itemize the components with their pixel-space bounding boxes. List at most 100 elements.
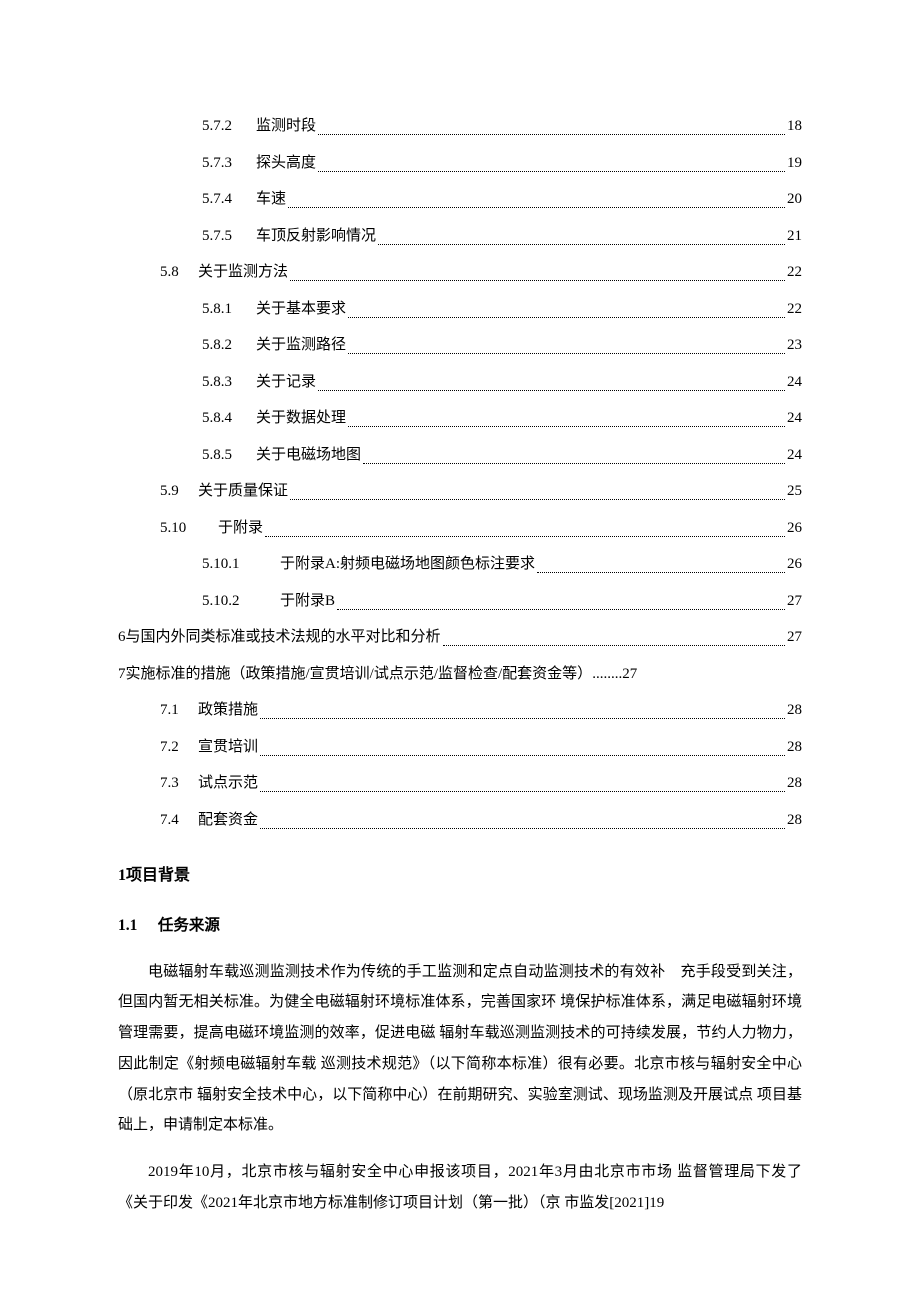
toc-title: 监测时段	[256, 118, 316, 134]
toc-title: 于附录	[218, 520, 263, 536]
toc-number: 5.8.5	[202, 439, 256, 472]
toc-title: 于附录B	[280, 593, 335, 609]
toc-entry: 5.10.2于附录B27	[118, 585, 802, 618]
toc-entry: 5.8关于监测方法 22	[118, 256, 802, 289]
toc-entry: 5.7.5车顶反射影响情况 21	[118, 220, 802, 253]
toc-page: 18	[787, 110, 802, 143]
toc-number: 5.8.2	[202, 329, 256, 362]
toc-entry: 7.4配套资金 28	[118, 804, 802, 837]
toc-leader-dots	[260, 791, 785, 792]
toc-page: 28	[787, 731, 802, 764]
toc-leader-dots	[260, 718, 785, 719]
toc-title: 配套资金	[198, 812, 258, 828]
toc-label: 5.8.4关于数据处理	[202, 402, 346, 435]
toc-label: 5.8关于监测方法	[160, 256, 288, 289]
toc-number: 7.2	[160, 731, 198, 764]
toc-page: 28	[787, 694, 802, 727]
toc-entry: 5.9关于质量保证 25	[118, 475, 802, 508]
toc-leader-dots	[363, 463, 785, 464]
toc-title: 关于监测方法	[198, 264, 288, 280]
toc-entry: 7.1政策措施 28	[118, 694, 802, 727]
toc-leader-dots	[537, 572, 785, 573]
toc-page: 22	[787, 256, 802, 289]
toc-leader-dots	[290, 499, 785, 500]
toc-number: 7.1	[160, 694, 198, 727]
toc-container: 5.7.2监测时段185.7.3探头高度195.7.4车速205.7.5车顶反射…	[118, 110, 802, 837]
heading-2-title: 任务来源	[158, 917, 220, 934]
toc-label: 5.7.5车顶反射影响情况	[202, 220, 376, 253]
toc-page: 21	[787, 220, 802, 253]
heading-1: 1项目背景	[118, 861, 802, 885]
toc-leader-dots	[290, 280, 785, 281]
toc-title: 政策措施	[198, 702, 258, 718]
toc-entry: 7.3试点示范28	[118, 767, 802, 800]
toc-leader-dots	[443, 645, 785, 646]
toc-title: 关于数据处理	[256, 410, 346, 426]
toc-entry: 5.8.5关于电磁场地图 24	[118, 439, 802, 472]
toc-label: 5.9关于质量保证	[160, 475, 288, 508]
toc-label: 7.4配套资金	[160, 804, 258, 837]
toc-entry: 5.8.3关于记录 24	[118, 366, 802, 399]
toc-number: 7.4	[160, 804, 198, 837]
toc-label: 5.7.3探头高度	[202, 147, 316, 180]
toc-entry: 5.8.4关于数据处理24	[118, 402, 802, 435]
toc-number: 7.3	[160, 767, 198, 800]
toc-number: 5.7.4	[202, 183, 256, 216]
toc-title: 7实施标准的措施（政策措施/宣贯培训/试点示范/监督检查/配套资金等）	[118, 666, 592, 682]
toc-label: 5.10.2于附录B	[202, 585, 335, 618]
toc-title: 关于质量保证	[198, 483, 288, 499]
toc-leader-dots	[260, 828, 785, 829]
toc-tail: ........27	[592, 658, 637, 691]
toc-label: 7.1政策措施	[160, 694, 258, 727]
toc-number: 5.10	[160, 512, 218, 545]
toc-entry: 5.10.1于附录A:射频电磁场地图颜色标注要求26	[118, 548, 802, 581]
toc-entry: 5.7.3探头高度19	[118, 147, 802, 180]
heading-2-num: 1.1	[118, 917, 154, 935]
toc-label: 7实施标准的措施（政策措施/宣贯培训/试点示范/监督检查/配套资金等）	[118, 658, 592, 691]
toc-label: 5.10于附录	[160, 512, 263, 545]
toc-title: 关于监测路径	[256, 337, 346, 353]
toc-entry: 5.7.2监测时段 18	[118, 110, 802, 143]
toc-number: 5.7.3	[202, 147, 256, 180]
toc-leader-dots	[348, 426, 785, 427]
heading-2: 1.1 任务来源	[118, 913, 802, 935]
toc-title: 6与国内外同类标准或技术法规的水平对比和分析	[118, 629, 441, 645]
toc-leader-dots	[318, 134, 785, 135]
toc-leader-dots	[348, 353, 785, 354]
toc-page: 24	[787, 439, 802, 472]
toc-page: 22	[787, 293, 802, 326]
toc-title: 关于电磁场地图	[256, 447, 361, 463]
toc-number: 5.7.5	[202, 220, 256, 253]
toc-leader-dots	[260, 755, 785, 756]
toc-number: 5.10.2	[202, 585, 280, 618]
toc-title: 车顶反射影响情况	[256, 228, 376, 244]
toc-page: 25	[787, 475, 802, 508]
toc-entry: 5.10于附录26	[118, 512, 802, 545]
toc-title: 关于记录	[256, 374, 316, 390]
toc-title: 关于基本要求	[256, 301, 346, 317]
toc-leader-dots	[265, 536, 785, 537]
toc-number: 5.8	[160, 256, 198, 289]
toc-leader-dots	[378, 244, 785, 245]
toc-number: 5.9	[160, 475, 198, 508]
toc-entry: 7实施标准的措施（政策措施/宣贯培训/试点示范/监督检查/配套资金等）.....…	[118, 658, 802, 691]
paragraph-2: 2019年10月，北京市核与辐射安全中心申报该项目，2021年3月由北京市市场 …	[118, 1157, 802, 1219]
toc-label: 5.8.5关于电磁场地图	[202, 439, 361, 472]
toc-label: 5.8.1关于基本要求	[202, 293, 346, 326]
toc-page: 27	[787, 621, 802, 654]
toc-entry: 6与国内外同类标准或技术法规的水平对比和分析 27	[118, 621, 802, 654]
toc-leader-dots	[337, 609, 785, 610]
toc-label: 5.10.1于附录A:射频电磁场地图颜色标注要求	[202, 548, 535, 581]
toc-leader-dots	[288, 207, 785, 208]
toc-page: 28	[787, 804, 802, 837]
paragraph-1: 电磁辐射车载巡测监测技术作为传统的手工监测和定点自动监测技术的有效补 充手段受到…	[118, 957, 802, 1142]
toc-label: 7.2宣贯培训	[160, 731, 258, 764]
toc-number: 5.7.2	[202, 110, 256, 143]
toc-title: 于附录A:射频电磁场地图颜色标注要求	[280, 556, 535, 572]
toc-number: 5.8.3	[202, 366, 256, 399]
toc-page: 24	[787, 366, 802, 399]
toc-page: 23	[787, 329, 802, 362]
toc-label: 5.8.2关于监测路径	[202, 329, 346, 362]
toc-label: 5.7.2监测时段	[202, 110, 316, 143]
toc-leader-dots	[318, 390, 785, 391]
